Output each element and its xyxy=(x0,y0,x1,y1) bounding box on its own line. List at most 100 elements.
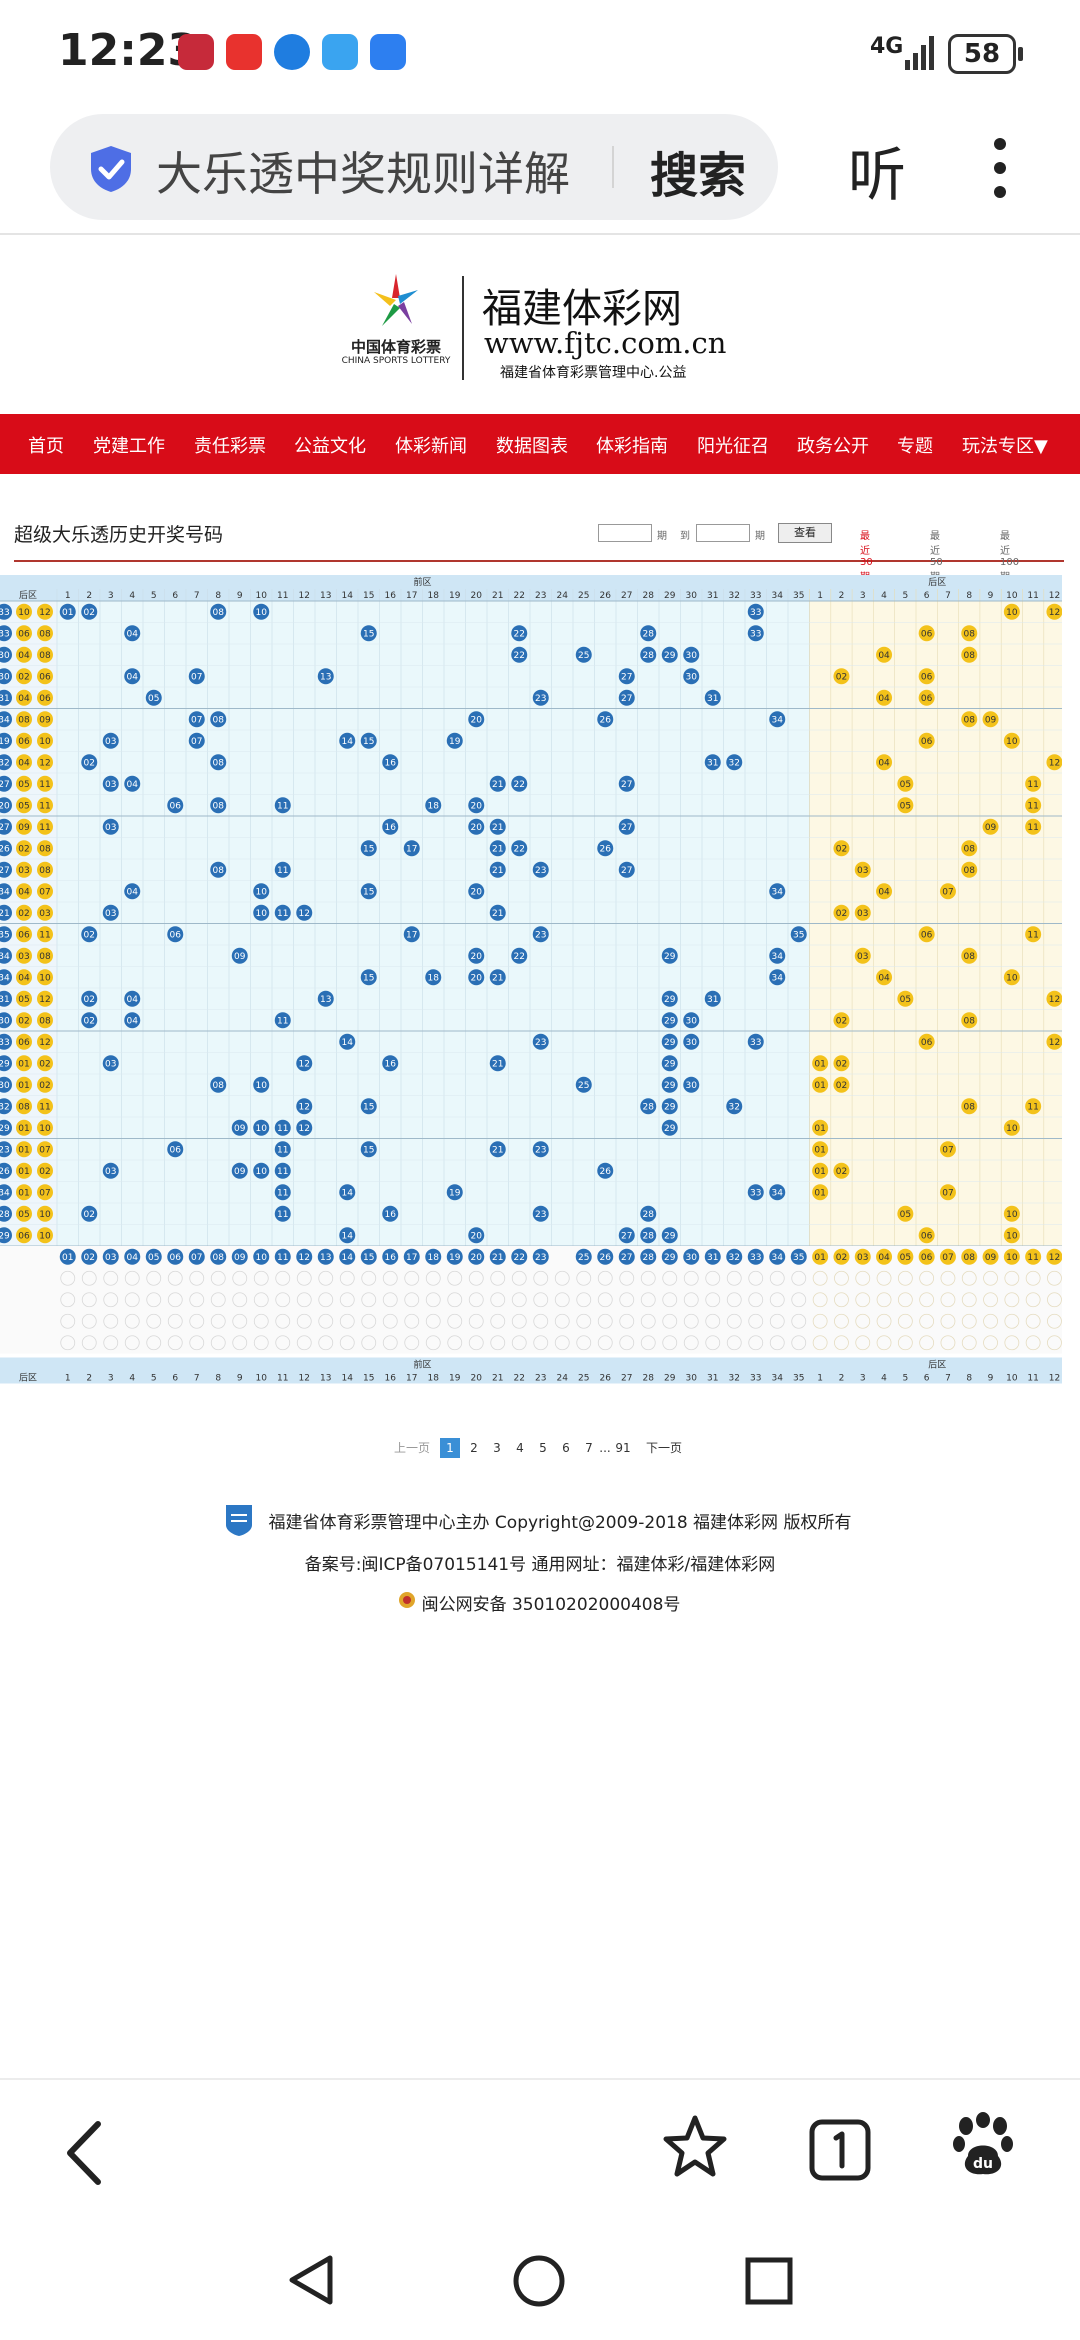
empty-slot xyxy=(1004,1292,1020,1308)
empty-slot xyxy=(60,1313,76,1329)
front-ball xyxy=(640,1227,657,1244)
page-7[interactable]: 7 xyxy=(585,1441,593,1455)
nav-item-charts[interactable]: 数据图表 xyxy=(496,436,568,457)
front-ball xyxy=(167,926,184,943)
front-col-header: 2 xyxy=(86,591,92,601)
start-period-input[interactable] xyxy=(598,524,652,542)
empty-slot xyxy=(253,1270,269,1286)
front-ball-number: 26 xyxy=(600,1167,612,1177)
front-ball-number: 15 xyxy=(363,630,374,640)
empty-slot xyxy=(210,1270,226,1286)
empty-slot xyxy=(791,1313,807,1329)
empty-slot xyxy=(876,1292,892,1308)
nav-item-guide[interactable]: 体彩指南 xyxy=(596,436,668,457)
left-back-ball xyxy=(16,732,32,749)
front-col-footer: 24 xyxy=(557,1374,569,1384)
front-ball xyxy=(339,1227,356,1244)
bookmark-star-icon[interactable] xyxy=(660,2112,730,2182)
page-6[interactable]: 6 xyxy=(562,1441,570,1455)
back-ball-number: 10 xyxy=(1006,974,1018,984)
empty-slot xyxy=(361,1313,377,1329)
search-button[interactable]: 搜索 xyxy=(650,148,747,204)
front-col-footer: 14 xyxy=(342,1374,354,1384)
empty-slot xyxy=(769,1292,785,1308)
browser-search-bar[interactable]: 大乐透中奖规则详解 搜索 xyxy=(50,114,778,220)
front-col-header: 17 xyxy=(406,591,417,601)
left-back-ball-number: 08 xyxy=(39,845,51,855)
page-2[interactable]: 2 xyxy=(470,1441,478,1455)
search-query[interactable]: 大乐透中奖规则详解 xyxy=(156,147,570,201)
page-last[interactable]: 91 xyxy=(615,1441,631,1455)
front-ball-number: 11 xyxy=(277,1167,288,1177)
left-back-ball-number: 06 xyxy=(18,737,30,747)
back-ball-number: 11 xyxy=(1027,802,1038,812)
back-icon[interactable] xyxy=(60,2118,110,2188)
page-1[interactable]: 1 xyxy=(440,1438,460,1458)
summary-back-ball xyxy=(1003,1248,1020,1265)
nav-item-party[interactable]: 党建工作 xyxy=(93,436,165,457)
left-back-ball-number: 06 xyxy=(18,931,30,941)
front-ball-number: 31 xyxy=(707,995,718,1005)
summary-back-ball xyxy=(897,1248,914,1265)
summary-front-ball-number: 30 xyxy=(686,1253,698,1263)
back-ball xyxy=(897,797,914,814)
back-ball-number: 07 xyxy=(942,1189,953,1199)
page-4[interactable]: 4 xyxy=(516,1441,524,1455)
nav-item-gov[interactable]: 政务公开 xyxy=(797,436,869,457)
end-period-input[interactable] xyxy=(696,524,750,542)
empty-slot xyxy=(834,1335,849,1351)
front-ball xyxy=(468,711,485,728)
nav-item-welfare[interactable]: 公益文化 xyxy=(294,436,366,457)
nav-item-news[interactable]: 体彩新闻 xyxy=(395,436,467,457)
empty-slot xyxy=(404,1335,420,1351)
nav-item-responsibility[interactable]: 责任彩票 xyxy=(194,436,266,457)
front-ball xyxy=(102,775,119,792)
system-recents-icon[interactable] xyxy=(744,2256,794,2306)
back-ball xyxy=(876,754,893,771)
summary-back-ball-number: 02 xyxy=(836,1253,847,1263)
left-back-ball xyxy=(37,947,53,964)
nav-item-special[interactable]: 专题 xyxy=(897,436,933,457)
empty-slot xyxy=(81,1313,97,1329)
back-ball xyxy=(1046,754,1062,771)
summary-back-ball xyxy=(812,1248,829,1265)
back-col-header: 3 xyxy=(860,591,866,601)
baidu-paw-icon[interactable]: du xyxy=(952,2112,1014,2178)
news-app-icon xyxy=(226,34,262,70)
left-back-ball-number: 04 xyxy=(18,974,30,984)
front-ball xyxy=(360,969,377,986)
left-front-ball-number: 30 xyxy=(0,1081,10,1091)
next-page[interactable]: 下一页 xyxy=(645,1441,682,1455)
more-menu-icon[interactable] xyxy=(990,136,1010,200)
system-back-icon[interactable] xyxy=(284,2252,338,2308)
summary-front-ball xyxy=(253,1248,270,1265)
front-ball xyxy=(511,947,528,964)
nav-item-games[interactable]: 玩法专区▼ xyxy=(962,436,1048,457)
empty-slot xyxy=(339,1335,355,1351)
empty-slot xyxy=(834,1270,849,1286)
page-5[interactable]: 5 xyxy=(539,1441,547,1455)
empty-slot xyxy=(124,1313,140,1329)
query-button[interactable]: 查看 xyxy=(778,523,832,543)
front-col-header: 31 xyxy=(707,591,718,601)
system-home-icon[interactable] xyxy=(512,2254,566,2308)
front-ball xyxy=(274,1141,291,1158)
page-3[interactable]: 3 xyxy=(493,1441,501,1455)
front-ball-number: 13 xyxy=(320,673,331,683)
left-back-ball xyxy=(16,904,32,921)
footer-security[interactable]: 闽公网安备 35010202000408号 xyxy=(421,1595,681,1615)
listen-button[interactable]: 听 xyxy=(848,141,907,209)
nav-item-home[interactable]: 首页 xyxy=(28,436,64,457)
empty-slot xyxy=(468,1313,484,1329)
site-logo[interactable]: 中国体育彩票 CHINA SPORTS LOTTERY 福建体彩网 www.fj… xyxy=(336,270,736,390)
nav-item-recruit[interactable]: 阳光征召 xyxy=(697,436,769,457)
empty-slot xyxy=(897,1292,913,1308)
empty-slot xyxy=(576,1292,592,1308)
empty-slot xyxy=(232,1313,248,1329)
empty-slot xyxy=(961,1270,977,1286)
left-front-ball xyxy=(0,969,12,986)
prev-page[interactable]: 上一页 xyxy=(393,1441,430,1455)
footer-icp[interactable]: 备案号:闽ICP备07015141号 通用网址：福建体彩/福建体彩网 xyxy=(304,1555,776,1575)
tabs-icon[interactable] xyxy=(808,2118,872,2182)
front-ball xyxy=(253,1162,270,1179)
